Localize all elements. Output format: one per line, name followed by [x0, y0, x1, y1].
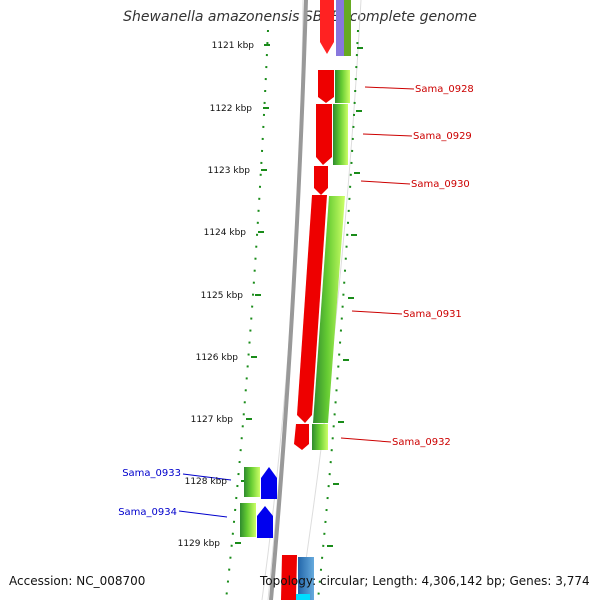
track-bands [261, 0, 362, 600]
leader-sama-0934 [178, 510, 228, 518]
leader-sama-0930 [360, 180, 411, 185]
scale-label: 1129 kbp [178, 539, 221, 549]
gene-label-sama-0931[interactable]: Sama_0931 [403, 309, 462, 320]
gene-cds-sama-0929 [316, 104, 332, 165]
genome-backbone [269, 0, 308, 600]
gene-labels-left: Sama_0933 Sama_0934 [118, 468, 181, 518]
green-segment-0929 [333, 104, 348, 165]
green-segment-0928 [335, 70, 350, 103]
gene-label-sama-0928[interactable]: Sama_0928 [415, 84, 474, 95]
scale-label: 1127 kbp [191, 415, 234, 425]
gene-label-sama-0929[interactable]: Sama_0929 [413, 131, 472, 142]
scale-label: 1128 kbp [185, 477, 228, 487]
scale-label: 1126 kbp [196, 353, 239, 363]
leader-sama-0931 [351, 310, 403, 315]
leader-sama-0932 [340, 437, 392, 443]
scale-label: 1124 kbp [204, 228, 247, 238]
green-segment-0932 [312, 424, 328, 450]
blue-segment-bottom [298, 557, 314, 600]
outer-track-band-right [299, 0, 362, 600]
accession-label: Accession: NC_008700 [9, 574, 146, 588]
topology-label: Topology: circular; Length: 4,306,142 bp… [260, 574, 590, 588]
forward-cds-track [281, 70, 334, 600]
gene-cds-sama-0933 [261, 467, 277, 499]
green-segment-0934 [240, 503, 256, 537]
gene-track-purple [336, 0, 344, 56]
green-segment-0933 [244, 467, 260, 497]
gene-cds-sama-0930 [314, 166, 328, 195]
reverse-cds-track [257, 467, 310, 600]
leader-sama-0928 [364, 86, 415, 90]
scale-label: 1123 kbp [208, 166, 251, 176]
gene-label-sama-0930[interactable]: Sama_0930 [411, 179, 470, 190]
scale-label: 1125 kbp [201, 291, 244, 301]
gene-cds-cyan-partial [296, 594, 310, 600]
gene-label-sama-0933[interactable]: Sama_0933 [122, 468, 181, 479]
gene-labels-right: Sama_0928 Sama_0929 Sama_0930 Sama_0931 … [392, 84, 474, 448]
gene-cds-sama-0934 [257, 506, 273, 538]
green-segment-0931 [313, 196, 345, 423]
scale-label: 1122 kbp [210, 104, 253, 114]
tick-marks [235, 44, 363, 547]
leader-sama-0929 [362, 133, 413, 137]
top-partial-genes [320, 0, 351, 56]
scale-labels: 1121 kbp 1122 kbp 1123 kbp 1124 kbp 1125… [178, 41, 255, 549]
green-track [240, 70, 350, 600]
gene-cds-sama-0931 [297, 195, 327, 423]
scale-label: 1121 kbp [212, 41, 255, 51]
gene-label-sama-0934[interactable]: Sama_0934 [118, 507, 177, 518]
gene-cds-bottom-partial [281, 555, 297, 600]
gene-label-sama-0932[interactable]: Sama_0932 [392, 437, 451, 448]
label-leaders [178, 86, 415, 518]
leader-sama-0933 [182, 473, 232, 481]
gene-cds-sama-0932 [294, 424, 309, 450]
gene-cds-sama-0928 [318, 70, 334, 103]
gene-cds-top-partial [320, 0, 334, 54]
gene-track-green-top [344, 0, 351, 56]
map-title: Shewanella amazonensis SB2B, complete ge… [123, 9, 477, 25]
